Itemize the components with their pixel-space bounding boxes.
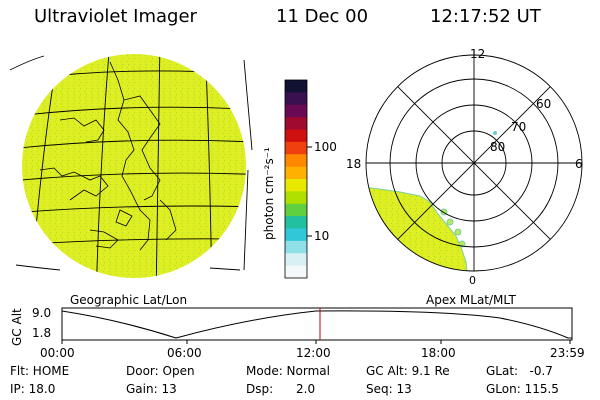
altitude-xtick-2359: 23:59 [550, 346, 585, 360]
colorbar-frame [284, 79, 308, 279]
left-map-caption: Geographic Lat/Lon [70, 293, 188, 307]
colorbar-segment [285, 228, 307, 242]
altitude-plot-frame [61, 307, 573, 341]
colorbar-unit-label: photon cm⁻²s⁻¹ [262, 147, 276, 240]
colorbar-segment [285, 166, 307, 180]
mlt-label-18: 18 [346, 157, 362, 171]
colorbar-segment [285, 117, 307, 131]
colorbar-segment [285, 203, 307, 217]
altitude-xtick-1800: 18:00 [421, 346, 456, 360]
status-door: Door: Open [126, 364, 195, 378]
status-seq: Seq: 13 [366, 382, 412, 396]
colorbar-segment [285, 191, 307, 205]
status-flt: Flt: HOME [10, 364, 70, 378]
status-ip: IP: 18.0 [10, 382, 56, 396]
status-dsp: Dsp: 2.0 [246, 382, 316, 396]
altitude-xtick-1200: 12:00 [296, 346, 331, 360]
colorbar-segment [285, 240, 307, 254]
colorbar-segment [285, 80, 307, 93]
right-map-caption: Apex MLat/MLT [426, 293, 516, 307]
colorbar-segment [285, 265, 307, 279]
colorbar-segment [285, 92, 307, 106]
mlt-label-12: 12 [470, 47, 486, 61]
earth-disk [22, 54, 246, 278]
altitude-ytick-high: 9.0 [32, 306, 52, 320]
altitude-curve [61, 310, 572, 339]
mlat-label-80: 80 [490, 140, 506, 154]
colorbar-label-100: 100 [314, 140, 337, 154]
instrument-title: Ultraviolet Imager [34, 6, 197, 27]
altitude-plot [61, 307, 573, 344]
mlt-label-6: 6 [575, 157, 583, 171]
status-glat: GLat: -0.7 [486, 364, 553, 378]
grid-outside-disk [9, 55, 253, 271]
altitude-ylabel: GC Alt [10, 308, 24, 346]
colorbar-label-10: 10 [314, 229, 330, 243]
colorbar-segment [285, 179, 307, 192]
altitude-xtick-0600: 06:00 [167, 346, 202, 360]
colorbar-segment [285, 154, 307, 168]
altitude-xtick-0000: 00:00 [40, 346, 75, 360]
time-label: 12:17:52 UT [430, 6, 541, 27]
date-label: 11 Dec 00 [276, 6, 369, 27]
mlat-label-60: 60 [536, 97, 552, 111]
polar-map [365, 54, 583, 272]
status-mode: Mode: Normal [246, 364, 330, 378]
altitude-ytick-low: 1.8 [32, 326, 52, 340]
status-gain: Gain: 13 [126, 382, 177, 396]
status-gc-alt: GC Alt: 9.1 Re [366, 364, 450, 378]
colorbar-segment [285, 104, 307, 118]
colorbar-segment [285, 216, 307, 230]
polar-grid [365, 54, 583, 272]
colorbar [285, 80, 307, 279]
mlt-label-0: 0 [469, 274, 476, 287]
colorbar-segment [285, 253, 307, 267]
geographic-map [9, 54, 253, 278]
auroral-fill [366, 131, 497, 271]
colorbar-segment [285, 141, 307, 155]
mlat-label-70: 70 [511, 120, 527, 134]
altitude-x-ticks [61, 340, 571, 344]
status-glon: GLon: 115.5 [486, 382, 559, 396]
colorbar-segment [285, 129, 307, 143]
coastline-outline [39, 61, 177, 251]
